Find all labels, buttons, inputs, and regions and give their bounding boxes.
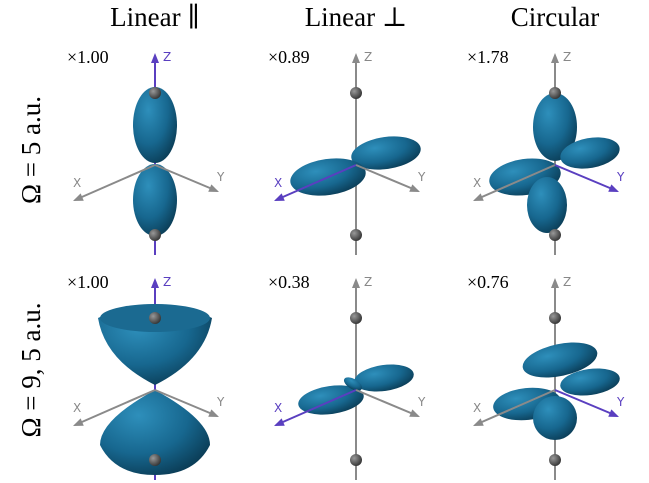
scale-label: ×0.76 xyxy=(467,272,509,292)
atom xyxy=(149,454,161,466)
lobe xyxy=(527,177,567,233)
panel: ×0.38 Z X Y xyxy=(268,272,426,480)
column-header: Linear ⊥ xyxy=(305,2,408,32)
lobe xyxy=(133,164,177,236)
panel: ×0.89 Z X Y xyxy=(268,47,426,255)
axis-arrow xyxy=(71,418,83,429)
atom xyxy=(350,87,362,99)
axis-arrow xyxy=(608,409,620,420)
atom xyxy=(149,87,161,99)
atom xyxy=(350,229,362,241)
axis-arrow xyxy=(551,278,559,288)
panel: ×0.76 Z X Y xyxy=(467,272,625,480)
panel: ×1.78 Z X Y xyxy=(467,47,625,255)
lobe xyxy=(352,361,415,395)
axis-arrow xyxy=(471,418,483,429)
axis-label: Y xyxy=(417,395,426,409)
atom xyxy=(149,229,161,241)
axis-label: X xyxy=(274,176,282,190)
axis-label: Y xyxy=(417,170,426,184)
atom xyxy=(549,229,561,241)
axis-label: Y xyxy=(216,170,225,184)
axis-label: X xyxy=(274,401,282,415)
axis-arrow xyxy=(551,53,559,63)
scale-label: ×1.00 xyxy=(67,47,109,67)
column-header: Linear ∥ xyxy=(110,2,200,32)
axis-arrow xyxy=(272,193,284,204)
axis-arrow xyxy=(151,278,159,288)
column-header: Circular xyxy=(511,2,599,32)
axis-line xyxy=(555,165,617,191)
axis-label: Z xyxy=(364,50,372,64)
scale-label: ×1.78 xyxy=(467,47,509,67)
axis-label: Z xyxy=(163,275,171,289)
panel: ×1.00 Z X Y xyxy=(67,47,225,255)
axis-label: Z xyxy=(163,50,171,64)
axis-label: Z xyxy=(563,50,571,64)
axis-arrow xyxy=(409,409,421,420)
axis-arrow xyxy=(409,184,421,195)
atom xyxy=(549,454,561,466)
row-label: Ω = 5 a.u. xyxy=(16,96,46,204)
axis-arrow xyxy=(352,53,360,63)
axis-line xyxy=(356,390,418,416)
axis-arrow xyxy=(208,409,220,420)
atom xyxy=(350,454,362,466)
axis-arrow xyxy=(71,193,83,204)
scale-label: ×1.00 xyxy=(67,272,109,292)
panel: ×1.00 Z X Y xyxy=(67,272,225,480)
atom xyxy=(350,312,362,324)
axis-arrow xyxy=(272,418,284,429)
axis-arrow xyxy=(352,278,360,288)
axis-arrow xyxy=(208,184,220,195)
scale-label: ×0.89 xyxy=(268,47,310,67)
lobe xyxy=(533,396,577,440)
axis-label: Z xyxy=(563,275,571,289)
axis-label: X xyxy=(473,176,481,190)
axis-label: X xyxy=(73,401,81,415)
atom xyxy=(149,312,161,324)
axis-arrow xyxy=(608,184,620,195)
atom xyxy=(549,87,561,99)
axis-label: Y xyxy=(616,170,625,184)
row-label: Ω = 9, 5 a.u. xyxy=(16,302,46,437)
figure: Linear ∥ Linear ⊥ Circular Ω = 5 a.u. Ω … xyxy=(0,0,649,483)
axis-label: Y xyxy=(216,395,225,409)
axis-label: Z xyxy=(364,275,372,289)
axis-label: X xyxy=(473,401,481,415)
scale-label: ×0.38 xyxy=(268,272,310,292)
axis-label: X xyxy=(73,176,81,190)
axis-arrow xyxy=(471,193,483,204)
axis-label: Y xyxy=(616,395,625,409)
axis-arrow xyxy=(151,53,159,63)
atom xyxy=(549,312,561,324)
